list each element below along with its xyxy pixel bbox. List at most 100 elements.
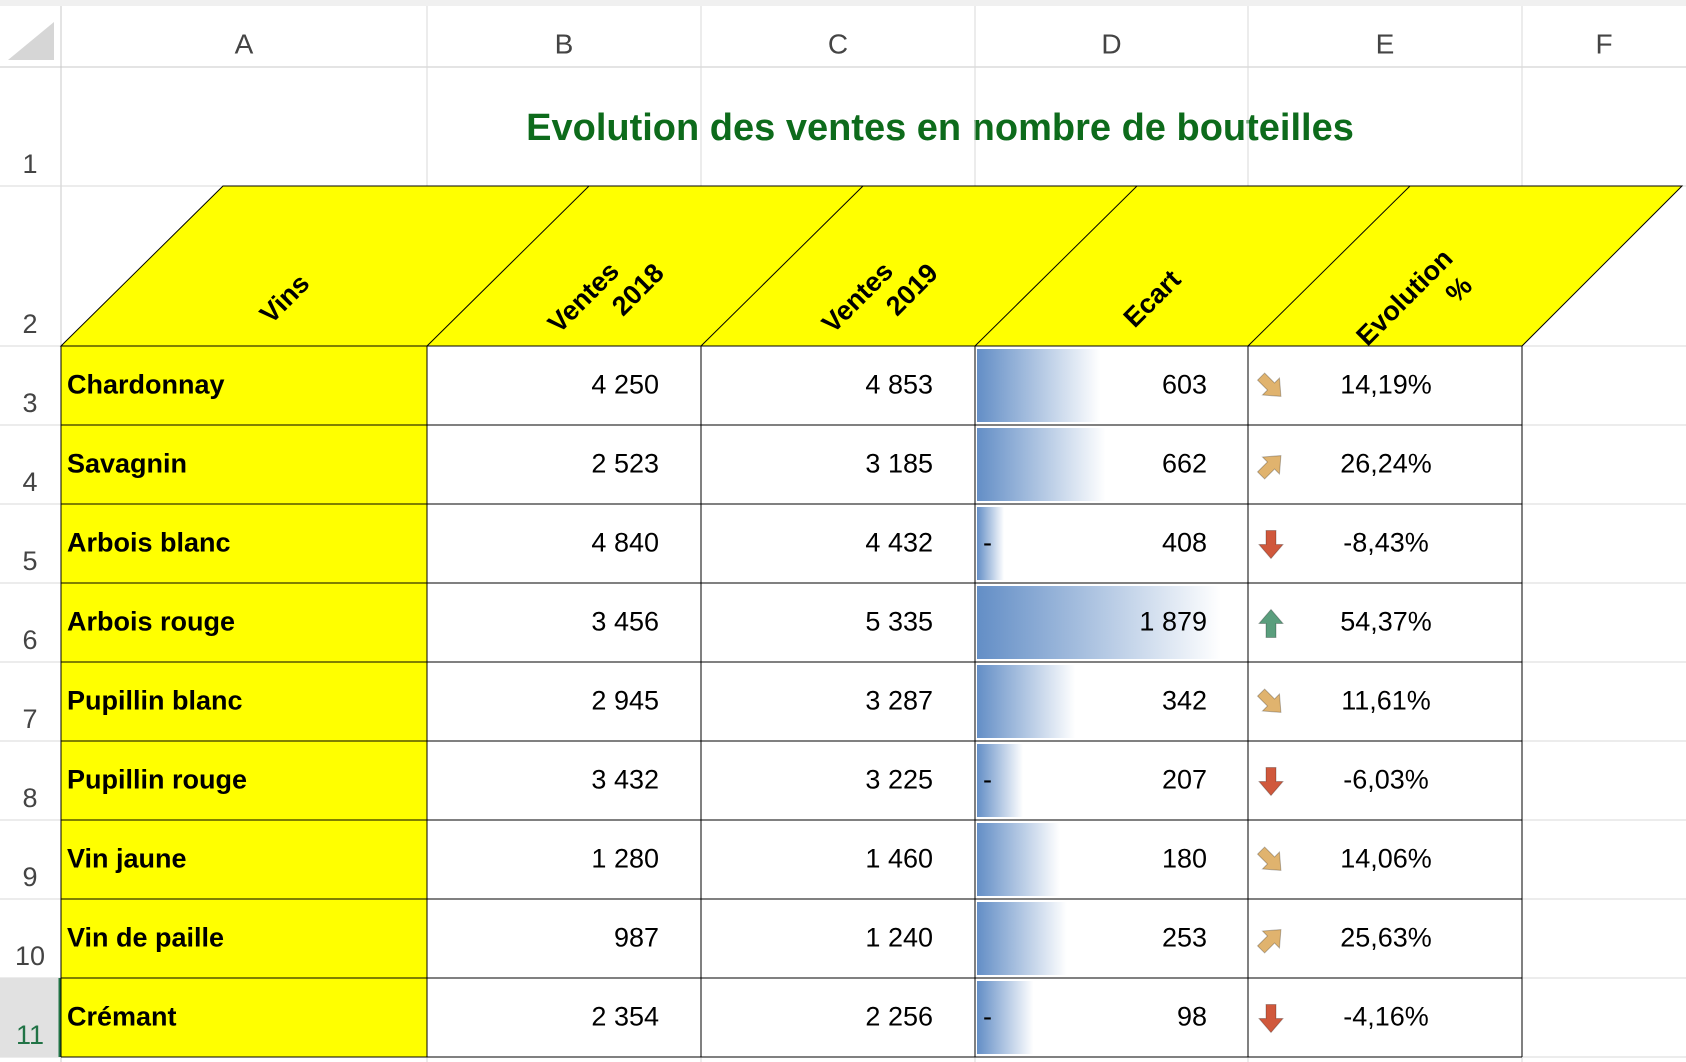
evolution: 25,63%	[1340, 923, 1432, 953]
row-number: 2	[22, 309, 37, 339]
ventes-2019: 5 335	[865, 607, 933, 637]
evolution: -4,16%	[1343, 1002, 1429, 1032]
trend-icon	[1256, 372, 1282, 397]
ecart: 342	[1162, 686, 1207, 716]
tab-strip	[0, 0, 1686, 6]
ecart-sign: -	[983, 1002, 992, 1032]
cell-vin	[61, 583, 427, 662]
ventes-2019: 3 225	[865, 765, 933, 795]
evolution: 14,19%	[1340, 370, 1432, 400]
ventes-2019: 4 853	[865, 370, 933, 400]
row-number: 5	[22, 546, 37, 576]
ventes-2019: 4 432	[865, 528, 933, 558]
ecart: 98	[1177, 1002, 1207, 1032]
trend-icon	[1257, 767, 1285, 797]
ecart-sign: -	[983, 765, 992, 795]
ventes-2019: 3 185	[865, 449, 933, 479]
data-bar	[977, 507, 1004, 580]
ventes-2018: 4 250	[591, 370, 659, 400]
ecart: 253	[1162, 923, 1207, 953]
trend-icon	[1257, 608, 1285, 638]
ventes-2018: 2 945	[591, 686, 659, 716]
cell-vin	[61, 899, 427, 978]
ventes-2019: 3 287	[865, 686, 933, 716]
ventes-2018: 2 523	[591, 449, 659, 479]
title: Evolution des ventes en nombre de boutei…	[526, 107, 1354, 149]
cell-vin	[61, 425, 427, 504]
cell-vin	[61, 978, 427, 1057]
ventes-2019: 2 256	[865, 1002, 933, 1032]
cell-vin	[61, 346, 427, 425]
ecart: 180	[1162, 844, 1207, 874]
row-number: 6	[22, 625, 37, 655]
column-letter: F	[1595, 28, 1612, 59]
row-number: 3	[22, 388, 37, 418]
trend-icon	[1256, 688, 1282, 713]
ecart: 207	[1162, 765, 1207, 795]
evolution: 11,61%	[1341, 686, 1431, 716]
data-bar	[977, 744, 1024, 817]
data-bar	[977, 981, 1034, 1054]
ecart: 1 879	[1139, 607, 1207, 637]
trend-icon	[1257, 1004, 1285, 1034]
row-number: 1	[22, 149, 37, 179]
trend-icon	[1256, 846, 1282, 871]
data-bar	[977, 823, 1060, 896]
ventes-2018: 3 432	[591, 765, 659, 795]
ventes-2019: 1 240	[865, 923, 933, 953]
vin: Vin de paille	[67, 923, 224, 953]
cell-vin	[61, 820, 427, 899]
header-divider	[1247, 185, 1411, 347]
trend-icon	[1256, 929, 1282, 954]
vin: Vin jaune	[67, 844, 187, 874]
cell-vin	[61, 504, 427, 583]
column-letter: E	[1376, 28, 1395, 59]
row-number: 10	[15, 941, 45, 971]
vin: Pupillin blanc	[67, 686, 243, 716]
ecart: 408	[1162, 528, 1207, 558]
evolution: 54,37%	[1340, 607, 1432, 637]
data-bar	[977, 902, 1067, 975]
vin: Arbois blanc	[67, 528, 231, 558]
data-bar	[977, 665, 1076, 738]
ventes-2018: 2 354	[591, 1002, 659, 1032]
vin: Crémant	[67, 1002, 177, 1032]
row-number: 9	[22, 862, 37, 892]
data-bar	[977, 349, 1100, 422]
ventes-2018: 4 840	[591, 528, 659, 558]
ventes-2019: 1 460	[865, 844, 933, 874]
ventes-2018: 987	[614, 923, 659, 953]
cell-vin	[61, 662, 427, 741]
trend-icon	[1256, 455, 1282, 480]
vin: Pupillin rouge	[67, 765, 247, 795]
data-bar	[977, 586, 1221, 659]
header-divider	[426, 185, 590, 347]
column-letter: C	[828, 28, 848, 59]
ecart: 662	[1162, 449, 1207, 479]
evolution: 26,24%	[1340, 449, 1432, 479]
row-number: 8	[22, 783, 37, 813]
header-divider	[974, 185, 1138, 347]
ecart-sign: -	[983, 528, 992, 558]
cell-vin	[61, 741, 427, 820]
column-header-bar	[0, 6, 1686, 67]
row-number: 4	[22, 467, 37, 497]
evolution: -8,43%	[1343, 528, 1429, 558]
data-bar	[977, 428, 1106, 501]
row-number: 11	[16, 1020, 44, 1050]
ecart: 603	[1162, 370, 1207, 400]
column-letter: D	[1101, 28, 1121, 59]
trend-icon	[1257, 530, 1285, 560]
column-letter: A	[235, 28, 254, 59]
header-divider	[700, 185, 864, 347]
row-number: 7	[22, 704, 37, 734]
evolution: 14,06%	[1340, 844, 1432, 874]
select-all[interactable]	[8, 22, 54, 60]
vin: Arbois rouge	[67, 607, 235, 637]
column-letter: B	[555, 28, 574, 59]
vin: Chardonnay	[67, 370, 225, 400]
ventes-2018: 1 280	[591, 844, 659, 874]
evolution: -6,03%	[1343, 765, 1429, 795]
